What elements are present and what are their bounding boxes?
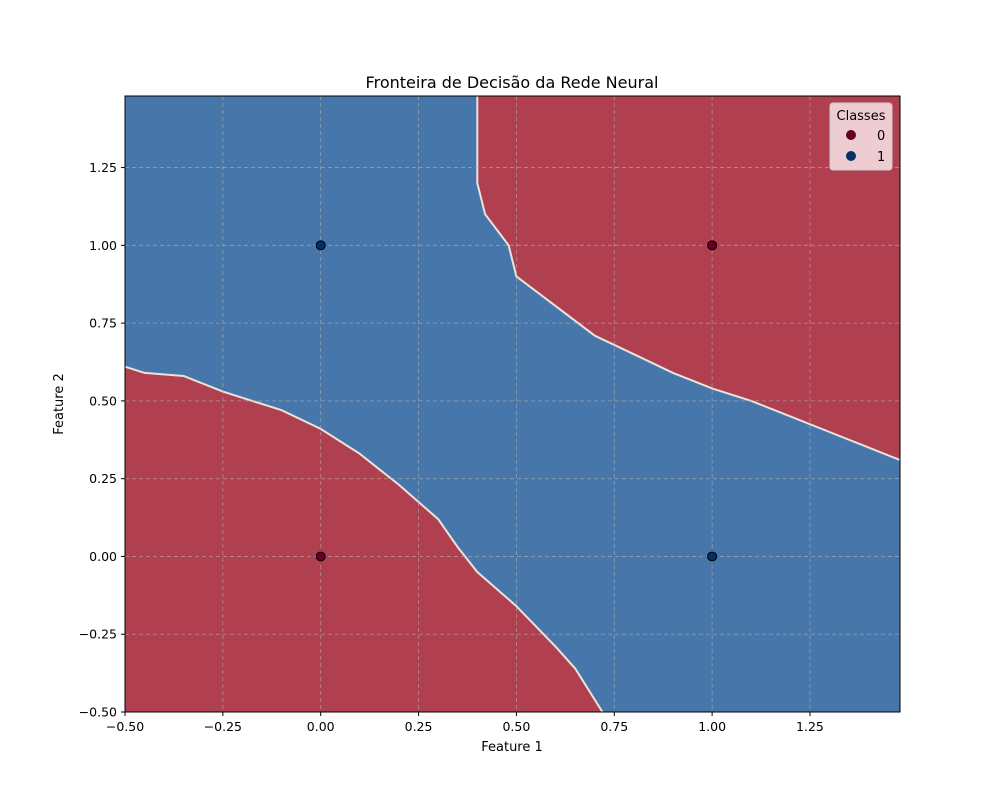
y-tick-label-5: 0.75 [89, 316, 117, 331]
y-tick-label-3: 0.25 [89, 471, 117, 486]
legend-title: Classes [837, 109, 886, 124]
legend-marker-class-1 [846, 151, 856, 161]
x-tick-label-7: 1.25 [796, 719, 824, 734]
y-axis-label: Feature 2 [52, 373, 67, 435]
x-tick-label-4: 0.50 [502, 719, 530, 734]
x-axis-ticks: −0.50 −0.25 0.00 0.25 0.50 0.75 1.00 1.25 [106, 712, 824, 734]
grid-lines [125, 96, 900, 712]
y-tick-label-7: 1.25 [89, 160, 117, 175]
x-axis-label: Feature 1 [481, 740, 543, 755]
legend-label-class-0: 0 [877, 129, 885, 144]
class-0-region-top-right [477, 96, 900, 460]
x-tick-label-3: 0.25 [405, 719, 433, 734]
y-tick-label-1: −0.25 [79, 627, 117, 642]
y-tick-label-4: 0.50 [89, 393, 117, 408]
legend-box [829, 102, 893, 171]
legend: Classes 0 1 [829, 102, 893, 171]
data-point-class-0-0 [315, 551, 326, 562]
y-tick-label-6: 1.00 [89, 238, 117, 253]
x-tick-label-5: 0.75 [600, 719, 628, 734]
y-axis-ticks: −0.50 −0.25 0.00 0.25 0.50 0.75 1.00 1.25 [79, 160, 125, 720]
decision-boundary-top-right [476, 96, 900, 461]
y-tick-label-2: 0.00 [89, 549, 117, 564]
x-tick-label-0: −0.50 [106, 719, 144, 734]
plot-frame [124, 95, 901, 713]
decision-boundary-bottom-left [125, 365, 604, 712]
data-point-class-1-1 [707, 551, 718, 562]
x-tick-label-2: 0.00 [307, 719, 335, 734]
class-0-region-bottom-left [125, 366, 603, 712]
x-tick-label-6: 1.00 [698, 719, 726, 734]
x-tick-label-1: −0.25 [204, 719, 242, 734]
data-point-class-1-0 [315, 240, 326, 251]
legend-label-class-1: 1 [877, 150, 885, 165]
chart-title: Fronteira de Decisão da Rede Neural [366, 73, 659, 92]
data-points [315, 240, 718, 562]
data-point-class-0-1 [707, 240, 718, 251]
legend-marker-class-0 [846, 130, 856, 140]
y-tick-label-0: −0.50 [79, 705, 117, 720]
